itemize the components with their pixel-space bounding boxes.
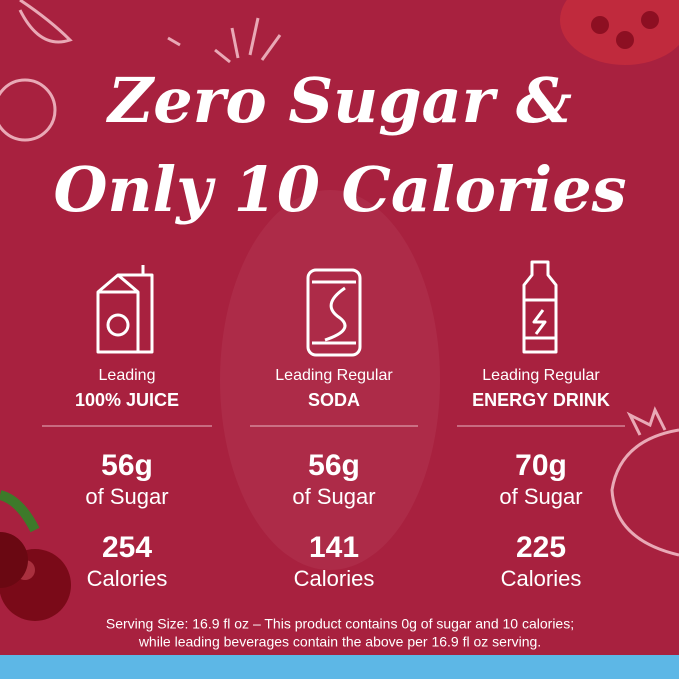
sugar-unit: of Sugar <box>499 484 582 509</box>
pomegranate-outline <box>610 406 679 557</box>
cherry-photo <box>0 490 71 621</box>
sugar-value: 70g <box>515 449 567 482</box>
headline: Zero Sugar & <box>105 64 572 137</box>
sugar-value: 56g <box>308 449 360 482</box>
soda-can-icon <box>306 268 362 357</box>
column-label: Leading <box>99 367 156 384</box>
calories-unit: Calories <box>87 566 168 591</box>
footer-text: Serving Size: 16.9 fl oz – This product … <box>106 616 574 632</box>
background-figure <box>220 190 440 570</box>
splash-lines <box>167 17 282 64</box>
sports-bottle-icon <box>522 260 558 354</box>
calories-value: 254 <box>102 531 152 564</box>
column-label: ENERGY DRINK <box>472 390 610 410</box>
column-label: Leading Regular <box>275 367 393 384</box>
sugar-unit: of Sugar <box>292 484 375 509</box>
calories-unit: Calories <box>294 566 375 591</box>
calories-unit: Calories <box>501 566 582 591</box>
column-label: SODA <box>308 390 360 410</box>
cherry-outline <box>0 0 73 142</box>
calories-value: 225 <box>516 531 566 564</box>
footer-text: while leading beverages contain the abov… <box>138 634 541 650</box>
juice-box-icon <box>96 265 154 354</box>
headline: Only 10 Calories <box>53 153 626 226</box>
sugar-value: 56g <box>101 449 153 482</box>
column-label: Leading Regular <box>482 367 600 384</box>
column-label: 100% JUICE <box>75 390 179 410</box>
sugar-unit: of Sugar <box>85 484 168 509</box>
calories-value: 141 <box>309 531 359 564</box>
pomegranate-photo <box>560 0 679 65</box>
bottom-strip <box>0 655 679 679</box>
